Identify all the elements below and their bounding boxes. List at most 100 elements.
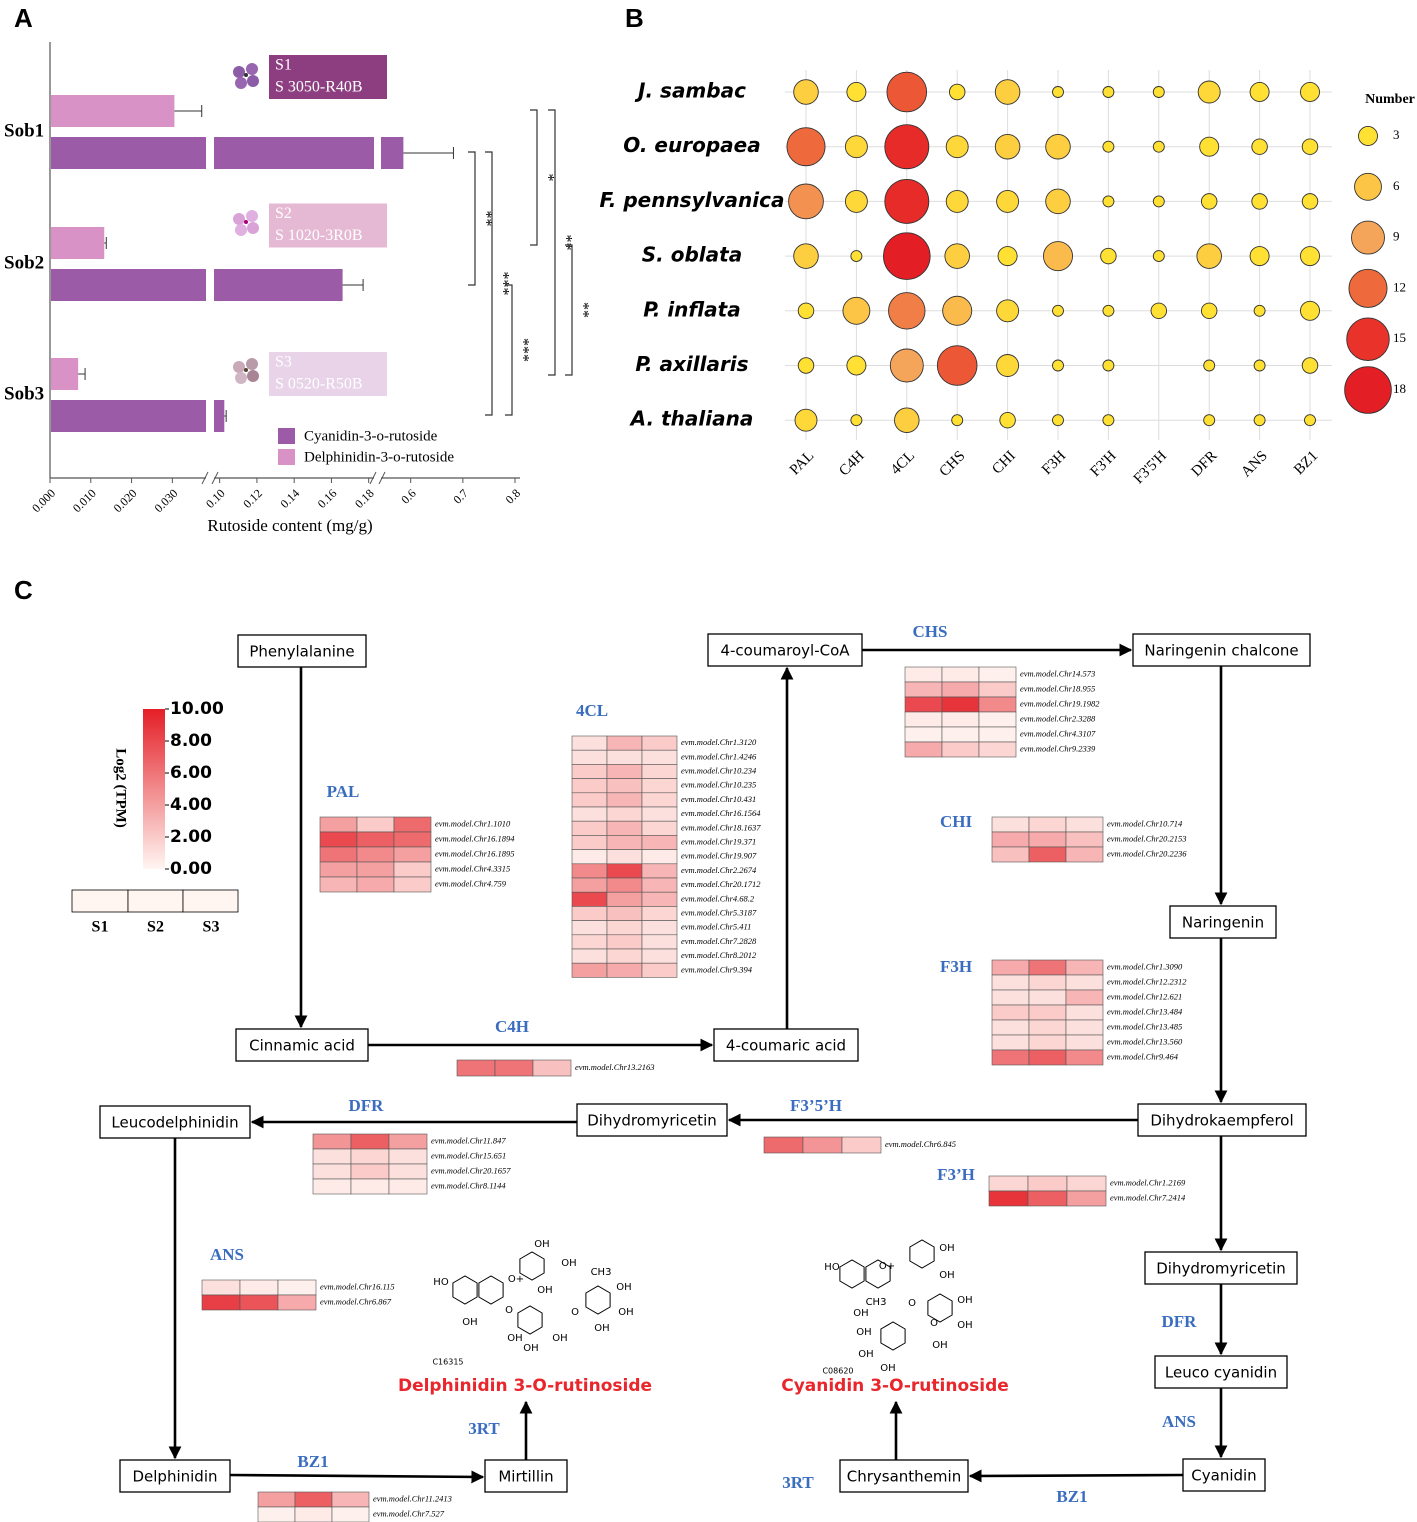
pathway-node — [237, 634, 367, 668]
heatmap-cell — [571, 934, 608, 950]
bubble — [844, 189, 868, 213]
bubble — [793, 79, 819, 105]
bubble — [797, 302, 815, 320]
panel-label: B — [625, 3, 644, 33]
heatmap-cell — [571, 835, 608, 850]
node-label: Leucodelphinidin — [111, 1114, 238, 1132]
heatmap-cell — [606, 920, 643, 936]
heatmap-cell — [356, 831, 395, 848]
bubble — [1102, 86, 1115, 98]
gene-label: evm.model.Chr19.907 — [681, 851, 757, 861]
enzyme-label: PAL — [327, 782, 360, 801]
gene-label: evm.model.Chr4.3315 — [435, 863, 510, 873]
legend-bubble — [1344, 366, 1392, 414]
category-label: Sob1 — [4, 120, 44, 141]
structure-atom: CH3 — [866, 1297, 887, 1308]
bubble — [1300, 300, 1320, 321]
legend-swatch — [278, 428, 295, 444]
heatmap-cell — [904, 696, 943, 713]
bubble — [1152, 250, 1165, 263]
bubble — [788, 183, 824, 220]
axis-break — [378, 471, 386, 485]
x-tick-label: BZ1 — [1291, 448, 1321, 478]
heatmap-cell — [1066, 1190, 1107, 1207]
bubble — [842, 296, 871, 325]
heatmap-cell — [763, 1136, 804, 1154]
structure-atom: O — [908, 1298, 916, 1309]
axis-break — [201, 471, 209, 485]
gene-label: evm.model.Chr5.3187 — [681, 907, 757, 917]
heatmap-cell — [356, 846, 395, 863]
structure-atom: OH — [618, 1307, 633, 1318]
legend-label: 6 — [1393, 178, 1400, 193]
bubble — [1199, 136, 1220, 157]
pathway-node — [1144, 1251, 1298, 1285]
row-label: J. sambac — [634, 79, 746, 103]
heatmap-cell — [1028, 1004, 1067, 1021]
heatmap-cell — [606, 778, 643, 794]
heatmap-cell — [571, 792, 608, 808]
heatmap-cell — [606, 764, 643, 779]
x-axis-label: Rutoside content (mg/g) — [207, 516, 372, 535]
row-label: P. axillaris — [635, 352, 748, 376]
heatmap-cell — [388, 1163, 428, 1180]
significance-label: ** — [574, 302, 591, 318]
bubble — [951, 414, 964, 427]
heatmap-cell — [606, 891, 643, 907]
node-label: 4-coumaroyl-CoA — [720, 642, 850, 660]
sample-label: S3 — [203, 919, 220, 936]
heatmap-cell — [571, 764, 608, 779]
x-tick-label: CHI — [989, 448, 1019, 478]
bubble — [1196, 243, 1222, 269]
heatmap-cell — [1028, 1034, 1067, 1051]
enzyme-label: F3’5’H — [790, 1096, 842, 1115]
bubble — [1152, 86, 1165, 98]
heatmap-cell — [1066, 1175, 1107, 1192]
heatmap-cell — [356, 861, 395, 878]
heatmap-cell — [1027, 1190, 1068, 1207]
x-tick-label: 0.7 — [450, 486, 471, 507]
heatmap-cell — [350, 1148, 390, 1165]
enzyme-label: 3RT — [468, 1419, 500, 1438]
significance-label: *** — [514, 338, 531, 362]
bubble — [1300, 82, 1320, 102]
heatmap-cell — [606, 792, 643, 808]
bubble — [1249, 246, 1270, 267]
node-label: Cinnamic acid — [249, 1037, 355, 1055]
structure-atom: HO — [433, 1277, 449, 1288]
heatmap-cell — [1028, 974, 1067, 991]
bubble — [1102, 140, 1115, 153]
sample-code: S 1020-3R0B — [275, 227, 363, 244]
bubble — [793, 243, 819, 269]
heatmap-cell — [941, 681, 980, 698]
bubble — [1301, 357, 1319, 374]
gene-label: evm.model.Chr6.867 — [320, 1296, 392, 1306]
legend-label: 15 — [1393, 330, 1406, 345]
bubble — [1251, 138, 1268, 155]
structure-atom: OH — [932, 1340, 947, 1351]
bubble — [1052, 414, 1064, 427]
heatmap-cell — [294, 1506, 333, 1522]
x-tick-label: 0.010 — [70, 486, 99, 515]
node-label: Chrysanthemin — [847, 1468, 961, 1486]
structure-atom: OH — [462, 1317, 477, 1328]
structure-atom: OH — [856, 1327, 871, 1338]
pathway-node — [713, 1028, 859, 1062]
heatmap-cell — [641, 906, 678, 921]
bubble — [994, 79, 1021, 105]
color-scale-label: 10.00 — [170, 699, 224, 719]
heatmap-cell — [802, 1136, 843, 1154]
heatmap-cell — [571, 891, 608, 907]
legend-label: 3 — [1393, 127, 1400, 142]
sample-name: S2 — [275, 205, 292, 222]
structure-atom: O+ — [508, 1274, 524, 1285]
row-label: S. oblata — [642, 243, 742, 267]
heatmap-cell — [641, 764, 678, 779]
heatmap-cell — [1028, 1049, 1067, 1066]
heatmap-cell — [1028, 989, 1067, 1006]
heatmap-cell — [312, 1133, 352, 1150]
structure-ring — [519, 1251, 545, 1281]
heatmap-cell — [571, 863, 608, 879]
significance-label: * — [539, 174, 556, 182]
heatmap-cell — [350, 1133, 390, 1150]
